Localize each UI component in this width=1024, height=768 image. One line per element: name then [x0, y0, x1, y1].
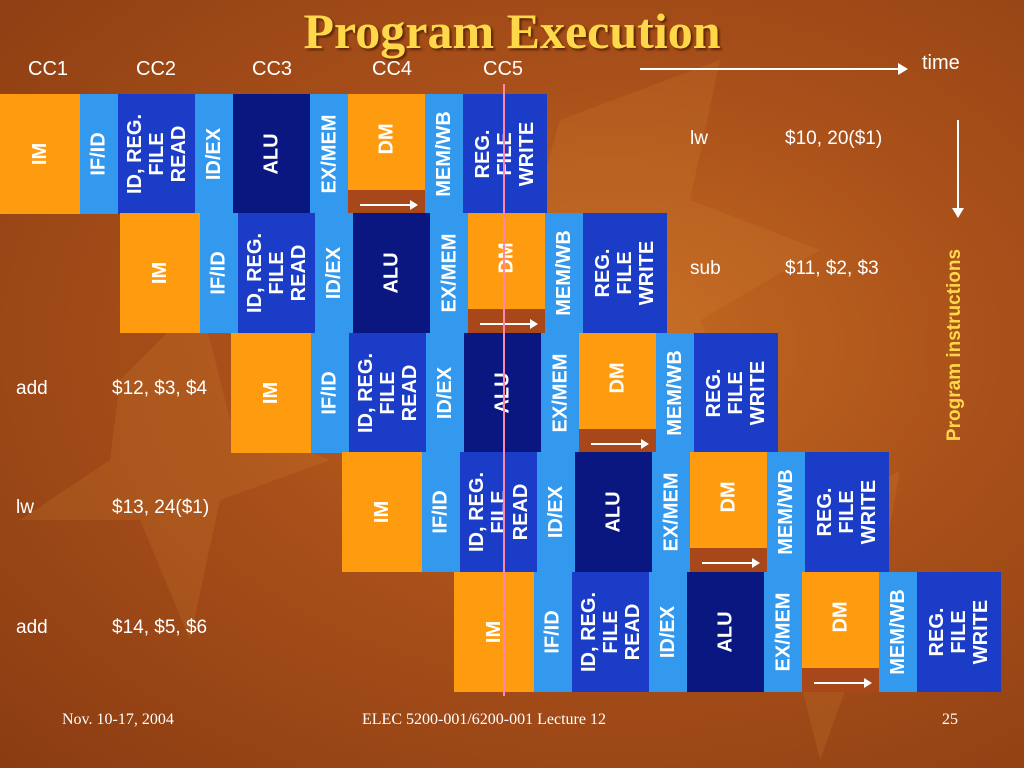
stage-reg-read: ID, REG. FILE READ	[460, 452, 537, 572]
stage-if-id: IF/ID	[422, 452, 460, 572]
dm-arrow-icon	[864, 678, 872, 688]
stage-reg-read: ID, REG. FILE READ	[238, 213, 315, 333]
stage-im: IM	[342, 452, 422, 572]
footer-course: ELEC 5200-001/6200-001 Lecture 12	[362, 711, 606, 728]
instr-2-args: $11, $2, $3	[785, 258, 879, 279]
cc4-label: CC4	[372, 58, 413, 80]
stage-reg-write: REG. FILE WRITE	[463, 94, 547, 214]
pipeline-row: IM IF/ID ID, REG. FILE READ ID/EX ALU EX…	[120, 213, 667, 333]
instr-2-op: sub	[690, 258, 721, 279]
stage-reg-write: REG. FILE WRITE	[917, 572, 1001, 692]
stage-alu: ALU	[575, 452, 652, 572]
stage-alu: ALU	[233, 94, 310, 214]
stage-im: IM	[0, 94, 80, 214]
dm-arrow-line	[480, 323, 532, 325]
stage-im: IM	[231, 333, 311, 453]
stage-reg-write: REG. FILE WRITE	[583, 213, 667, 333]
pipeline-row: IM IF/ID ID, REG. FILE READ ID/EX ALU EX…	[0, 94, 547, 214]
time-arrow-line	[640, 68, 902, 70]
cc3-label: CC3	[252, 58, 293, 80]
instr-3-op: add	[16, 378, 48, 399]
stage-id-ex: ID/EX	[537, 452, 575, 572]
stage-ex-mem: EX/MEM	[764, 572, 802, 692]
instr-1-args: $10, 20($1)	[785, 128, 883, 149]
stage-reg-write: REG. FILE WRITE	[805, 452, 889, 572]
cc2-label: CC2	[136, 58, 177, 80]
pipeline-row: IM IF/ID ID, REG. FILE READ ID/EX ALU EX…	[231, 333, 778, 453]
dm-arrow-line	[360, 204, 412, 206]
footer-date: Nov. 10-17, 2004	[62, 711, 174, 728]
stage-mem-wb: MEM/WB	[879, 572, 917, 692]
instr-1-op: lw	[690, 128, 708, 149]
stage-reg-read: ID, REG. FILE READ	[349, 333, 426, 453]
stage-ex-mem: EX/MEM	[541, 333, 579, 453]
stage-if-id: IF/ID	[311, 333, 349, 453]
slide-title: Program Execution	[303, 3, 721, 59]
dm-arrow-line	[814, 682, 866, 684]
program-arrow-icon	[952, 208, 964, 218]
stage-ex-mem: EX/MEM	[430, 213, 468, 333]
instr-4-op: lw	[16, 497, 34, 518]
instr-5-args: $14, $5, $6	[112, 617, 208, 638]
dm-arrow-line	[702, 562, 754, 564]
dm-arrow-icon	[752, 558, 760, 568]
instr-3-args: $12, $3, $4	[112, 378, 208, 399]
program-arrow-line	[957, 120, 959, 210]
stage-ex-mem: EX/MEM	[652, 452, 690, 572]
instr-5-op: add	[16, 617, 48, 638]
stage-alu: ALU	[353, 213, 430, 333]
stage-id-ex: ID/EX	[315, 213, 353, 333]
instr-4-args: $13, 24($1)	[112, 497, 210, 518]
stage-alu: ALU	[464, 333, 541, 453]
cc5-marker-line	[503, 84, 505, 696]
stage-id-ex: ID/EX	[649, 572, 687, 692]
stage-if-id: IF/ID	[534, 572, 572, 692]
stage-alu: ALU	[687, 572, 764, 692]
stage-reg-read: ID, REG. FILE READ	[572, 572, 649, 692]
stage-reg-write: REG. FILE WRITE	[694, 333, 778, 453]
cc1-label: CC1	[28, 58, 69, 80]
stage-ex-mem: EX/MEM	[310, 94, 348, 214]
stage-mem-wb: MEM/WB	[545, 213, 583, 333]
stage-mem-wb: MEM/WB	[767, 452, 805, 572]
dm-arrow-icon	[410, 200, 418, 210]
stage-if-id: IF/ID	[200, 213, 238, 333]
stage-im: IM	[120, 213, 200, 333]
dm-arrow-line	[591, 443, 643, 445]
stage-id-ex: ID/EX	[426, 333, 464, 453]
dm-arrow-icon	[530, 319, 538, 329]
stage-if-id: IF/ID	[80, 94, 118, 214]
stage-mem-wb: MEM/WB	[656, 333, 694, 453]
time-arrow-icon	[898, 63, 908, 75]
stage-im: IM	[454, 572, 534, 692]
time-label: time	[922, 52, 960, 74]
pipeline-row: IM IF/ID ID, REG. FILE READ ID/EX ALU EX…	[342, 452, 889, 572]
dm-arrow-icon	[641, 439, 649, 449]
program-instructions-label: Program instructions	[944, 248, 965, 442]
pipeline-row: IM IF/ID ID, REG. FILE READ ID/EX ALU EX…	[454, 572, 1001, 692]
footer-page-number: 25	[942, 711, 958, 728]
stage-reg-read: ID, REG. FILE READ	[118, 94, 195, 214]
stage-id-ex: ID/EX	[195, 94, 233, 214]
cc5-label: CC5	[483, 58, 524, 80]
stage-mem-wb: MEM/WB	[425, 94, 463, 214]
